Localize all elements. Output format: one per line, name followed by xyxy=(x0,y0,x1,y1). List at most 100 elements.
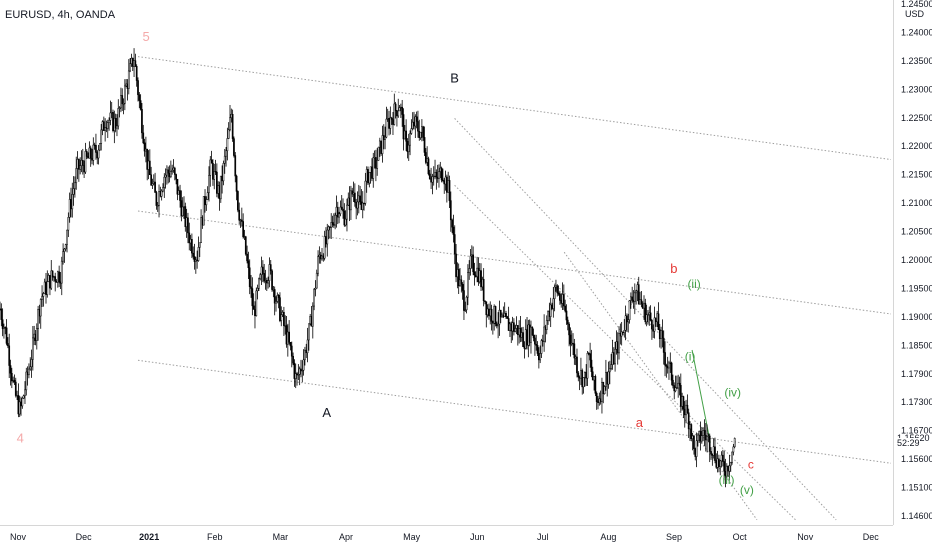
candle-body xyxy=(562,294,565,307)
candle-body xyxy=(464,309,467,311)
candle-body xyxy=(378,140,381,148)
candle-body xyxy=(14,381,17,396)
candle-body xyxy=(163,176,166,188)
candle-body xyxy=(246,253,248,262)
candle-body xyxy=(233,138,235,156)
candle-body xyxy=(332,224,335,226)
candle-body xyxy=(260,266,263,275)
candle-body xyxy=(704,434,707,441)
candle-body xyxy=(164,174,167,178)
candle-body xyxy=(276,294,279,302)
candle-body xyxy=(148,160,151,176)
candle-body xyxy=(197,247,200,261)
candle-body xyxy=(340,206,343,210)
candle-body xyxy=(697,434,699,441)
candle-body xyxy=(240,219,243,222)
candle-body xyxy=(285,325,288,345)
candle-body xyxy=(532,334,535,339)
candle-body xyxy=(96,152,99,159)
candle-body xyxy=(560,300,563,304)
candle-body xyxy=(116,125,118,129)
candle-body xyxy=(58,271,60,282)
candle-body xyxy=(300,368,302,371)
candle-body xyxy=(418,131,421,138)
candle-body xyxy=(398,107,401,112)
candle-body xyxy=(238,209,241,221)
candle-body xyxy=(13,379,16,383)
candle-body xyxy=(639,299,641,305)
candle-body xyxy=(259,274,262,280)
candle-body xyxy=(283,311,285,326)
candle-body xyxy=(723,461,726,472)
trend-line xyxy=(137,210,892,315)
candle-body xyxy=(720,454,723,462)
candle-body xyxy=(539,353,542,361)
candle-body xyxy=(131,57,134,67)
candle-body xyxy=(698,430,701,436)
candle-body xyxy=(526,329,528,346)
x-tick-label: Dec xyxy=(76,532,93,542)
candle-body xyxy=(146,148,149,170)
candle-body xyxy=(222,163,225,182)
candle-body xyxy=(170,171,172,178)
candle-body xyxy=(243,236,246,238)
candle-body xyxy=(674,387,677,392)
candle-body xyxy=(352,192,355,195)
candle-body xyxy=(71,194,74,210)
trend-line xyxy=(454,184,796,521)
candle-body xyxy=(576,356,578,374)
candle-body xyxy=(389,117,392,129)
y-tick-label: 1.17300 xyxy=(901,397,932,407)
candle-body xyxy=(381,135,384,154)
candle-body xyxy=(255,290,258,317)
candle-body xyxy=(682,396,685,410)
candle-body xyxy=(206,192,209,200)
candle-body xyxy=(229,117,231,131)
candle-body xyxy=(394,103,397,112)
x-tick-label: Aug xyxy=(600,532,616,542)
candle-body xyxy=(191,239,193,254)
candle-body xyxy=(630,296,632,301)
candle-body xyxy=(104,127,106,131)
candle-body xyxy=(33,333,36,339)
y-tick-label: 1.21000 xyxy=(901,198,932,208)
candle-body xyxy=(555,285,557,288)
candle-body xyxy=(41,296,43,300)
candle-body xyxy=(175,174,177,180)
candle-body xyxy=(401,106,404,115)
y-tick-label: 1.21500 xyxy=(901,170,932,180)
candle-body xyxy=(443,180,446,185)
candle-body xyxy=(273,289,276,304)
candle-body xyxy=(436,176,439,179)
candle-body xyxy=(205,199,208,206)
candle-body xyxy=(360,201,363,211)
wave-label: 5 xyxy=(143,29,150,44)
candle-body xyxy=(459,279,461,287)
candle-body xyxy=(317,256,319,274)
candle-body xyxy=(610,364,613,369)
candle-body xyxy=(83,164,85,173)
candle-body xyxy=(159,191,162,197)
candle-body xyxy=(633,292,636,302)
candle-body xyxy=(35,328,38,341)
candle-body xyxy=(143,142,146,152)
candle-body xyxy=(403,130,406,140)
price-axis[interactable] xyxy=(893,0,932,525)
candle-body xyxy=(118,107,121,109)
time-axis[interactable] xyxy=(0,525,893,551)
candle-body xyxy=(29,366,32,370)
candle-body xyxy=(708,435,711,452)
candle-body xyxy=(488,308,490,317)
candle-body xyxy=(568,323,570,336)
candle-body xyxy=(580,370,582,379)
trend-line xyxy=(137,359,892,464)
candle-body xyxy=(544,326,547,330)
candle-body xyxy=(272,289,275,291)
candle-body xyxy=(121,95,124,104)
candle-body xyxy=(470,254,473,257)
candle-body xyxy=(251,288,254,307)
candle-body xyxy=(611,352,614,365)
candle-body xyxy=(336,206,339,218)
candle-body xyxy=(523,346,526,349)
